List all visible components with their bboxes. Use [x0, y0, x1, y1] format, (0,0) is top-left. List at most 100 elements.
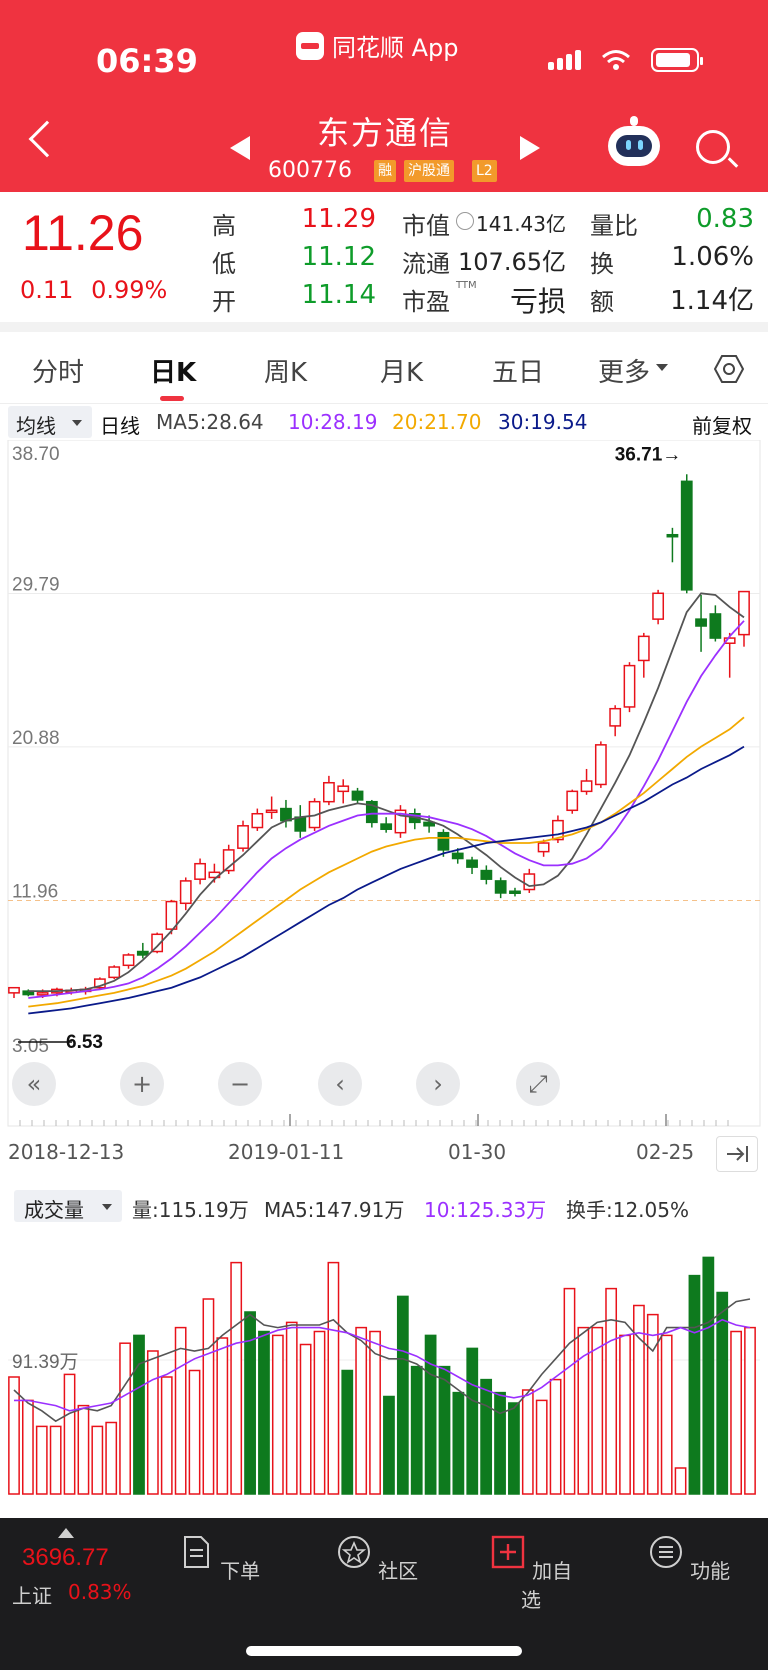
candle-body	[494, 880, 507, 894]
tab-weekly-k[interactable]: 周K	[264, 358, 308, 388]
volume-bar	[355, 1326, 368, 1495]
volume-bar	[119, 1342, 131, 1495]
candle-body	[523, 873, 536, 891]
index-up-icon	[58, 1528, 74, 1538]
volume-bar	[146, 1350, 159, 1495]
app-logo-icon	[296, 31, 324, 60]
candle-body	[165, 900, 178, 930]
amount-value: 1.14亿	[670, 286, 754, 316]
vol-ratio-label: 量比	[590, 212, 638, 240]
stock-code: 600776	[268, 158, 352, 183]
more-chevron-down-icon	[656, 364, 668, 371]
volume-bar	[230, 1261, 243, 1495]
volume-bar	[327, 1261, 340, 1495]
tab-monthly-k[interactable]: 月K	[380, 358, 424, 388]
jump-latest-button[interactable]	[716, 1136, 758, 1172]
volume-bar	[438, 1365, 451, 1495]
volume-bar	[77, 1404, 90, 1495]
chart-settings-icon[interactable]	[714, 354, 744, 384]
volume-bar	[202, 1298, 215, 1495]
jump-to-end-icon	[727, 1146, 748, 1162]
nav-order[interactable]: 下单	[174, 1534, 264, 1584]
y-tick-label: 29.79	[12, 574, 60, 595]
x-tick-1: 2018-12-13	[8, 1140, 125, 1164]
index-value[interactable]: 3696.77	[22, 1544, 109, 1571]
zoom-in-button[interactable]: +	[120, 1062, 164, 1106]
volume-ref-label: 91.39万	[12, 1352, 79, 1373]
battery-icon	[651, 48, 703, 72]
volume-bar	[730, 1330, 743, 1495]
nav-add-watchlist-label: 加自选	[521, 1559, 573, 1612]
status-icons	[548, 48, 703, 72]
next-stock-icon[interactable]	[520, 136, 540, 160]
volume-bar	[660, 1334, 673, 1495]
ma20-label: 20:21.70	[392, 410, 482, 434]
volume-bar	[605, 1287, 618, 1495]
stock-name: 东方通信	[316, 114, 453, 152]
candlestick-chart[interactable]: 38.70 29.79 20.88 11.96 3.05 36.71→ 6.53	[0, 440, 768, 1130]
ma-legend: 均线 日线 MA5:28.64 10:28.19 20:21.70 30:19.…	[0, 404, 768, 440]
volume-bar	[549, 1378, 562, 1495]
scroll-left-button[interactable]: ‹	[318, 1062, 362, 1106]
volume-chart[interactable]: 91.39万	[0, 1224, 768, 1500]
tab-more[interactable]: 更多	[598, 358, 651, 388]
volume-bar	[535, 1399, 548, 1495]
adjust-label[interactable]: 前复权	[692, 414, 752, 438]
volume-bar	[563, 1287, 576, 1495]
volume-bar	[494, 1391, 506, 1495]
zoom-out-button[interactable]: −	[218, 1062, 262, 1106]
bottom-nav: 3696.77 上证 0.83% 下单 社区 加自选 功能	[0, 1518, 768, 1670]
volume-turnover: 换手:12.05%	[566, 1198, 689, 1222]
search-icon[interactable]	[696, 130, 730, 164]
prev-stock-icon[interactable]	[230, 136, 250, 160]
candle-body	[480, 869, 493, 880]
nav-order-label: 下单	[220, 1559, 261, 1583]
status-time: 06:39	[96, 42, 198, 80]
volume-bar	[160, 1376, 173, 1495]
volume-bar	[577, 1326, 590, 1495]
nav-functions[interactable]: 功能	[644, 1534, 734, 1584]
float-label: 流通	[402, 250, 450, 278]
back-icon[interactable]	[28, 120, 66, 158]
tab-daily-k[interactable]: 日K	[150, 358, 197, 388]
volume-bar	[21, 1399, 34, 1495]
volume-bar	[91, 1425, 104, 1495]
info-icon[interactable]	[456, 212, 474, 230]
volume-bar	[35, 1425, 48, 1495]
tab-intraday[interactable]: 分时	[32, 358, 85, 388]
candle-body	[251, 812, 264, 829]
nav-functions-label: 功能	[690, 1559, 731, 1583]
candle-body	[394, 809, 407, 834]
candle-body	[294, 816, 307, 832]
volume-bar	[410, 1365, 423, 1495]
volume-bar	[591, 1326, 604, 1495]
x-tick-4: 02-25	[636, 1140, 695, 1164]
scroll-start-button[interactable]: «	[12, 1062, 56, 1106]
tag-margin: 融	[374, 160, 396, 182]
x-tick-3: 01-30	[448, 1140, 507, 1164]
price-change: 0.11 0.99%	[20, 276, 167, 304]
robot-assistant-icon[interactable]	[608, 126, 660, 166]
volume-bar	[619, 1334, 631, 1495]
volume-bar	[8, 1376, 20, 1495]
volume-ma5: MA5:147.91万	[264, 1198, 405, 1222]
volume-bar	[466, 1347, 479, 1495]
tab-five-day[interactable]: 五日	[492, 358, 545, 388]
scroll-right-button[interactable]: ›	[416, 1062, 460, 1106]
signal-icon	[548, 50, 581, 70]
fullscreen-button[interactable]: ⤢	[516, 1062, 560, 1106]
candle-body	[122, 954, 135, 967]
volume-bar	[424, 1334, 437, 1495]
nav-add-watchlist[interactable]: 加自选	[486, 1534, 576, 1613]
volume-ma-ma10	[14, 1318, 751, 1412]
candle-body	[136, 950, 149, 956]
candle-body	[566, 790, 579, 812]
candle-body	[680, 480, 693, 591]
change-value: 0.11	[20, 276, 74, 304]
volume-ma-ma5	[13, 1298, 751, 1423]
candle-body	[280, 807, 292, 822]
change-percent: 0.99%	[91, 276, 168, 304]
y-tick-label: 20.88	[12, 728, 60, 749]
low-value: 11.12	[301, 242, 376, 272]
nav-community[interactable]: 社区	[332, 1534, 422, 1584]
